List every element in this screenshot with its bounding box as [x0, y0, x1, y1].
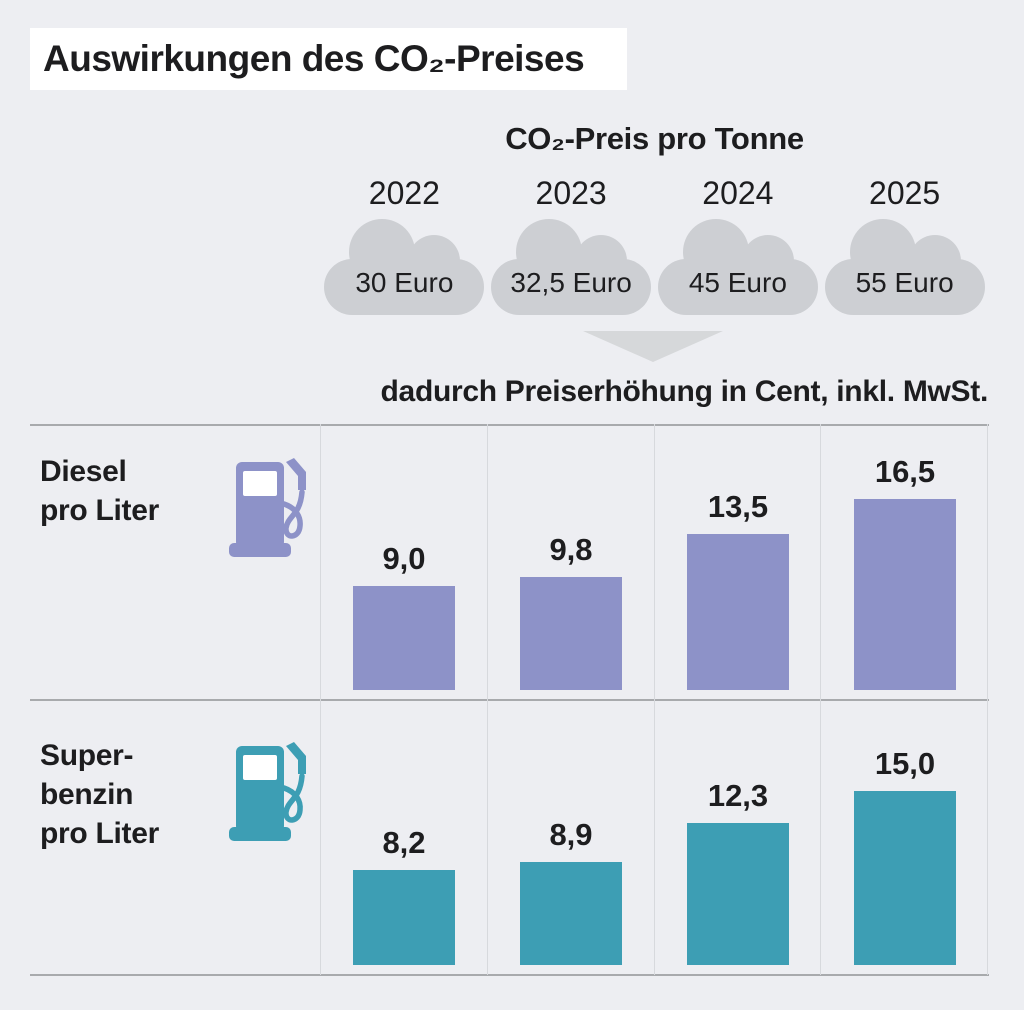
table-line-top: [30, 424, 989, 426]
title-band: Auswirkungen des CO₂-Preises: [30, 28, 627, 90]
bar: [353, 586, 455, 690]
bar-value-label: 16,5: [874, 454, 936, 489]
co2-price-cloud: 55 Euro: [823, 216, 987, 318]
grid-vline: [987, 424, 988, 975]
co2-price-cloud: 30 Euro: [322, 216, 486, 318]
cloud-price-label: 55 Euro: [855, 267, 954, 298]
superbenzin-bars: 8,2 8,9 12,3 15,0: [321, 700, 988, 965]
grid-vline: [320, 424, 321, 975]
bar: [854, 791, 956, 965]
row-label-line: pro Liter: [40, 817, 159, 850]
fuel-pump-icon: [229, 458, 306, 557]
page-title: Auswirkungen des CO₂-Preises: [43, 38, 585, 79]
bar-value-label: 8,9: [549, 817, 593, 852]
cloud-price-label: 32,5 Euro: [510, 267, 632, 298]
row-label-superbenzin: Super-benzin pro Liter: [40, 736, 159, 853]
row-label-line: benzin: [40, 778, 134, 811]
co2-price-cloud: 45 Euro: [656, 216, 820, 318]
table-line-middle: [30, 699, 989, 701]
row-label-line: Super-: [40, 739, 134, 772]
bar: [854, 499, 956, 690]
table-line-bottom: [30, 974, 989, 976]
diesel-bars: 9,0 9,8 13,5 16,5: [321, 425, 988, 690]
down-arrow-icon: [583, 331, 723, 362]
bar-value-label: 12,3: [707, 778, 769, 813]
bar-value-label: 15,0: [874, 746, 936, 781]
years-row: 2022 2023 2024 2025: [0, 172, 1024, 214]
year-label: 2025: [869, 175, 941, 211]
co2-price-cloud: 32,5 Euro: [489, 216, 653, 318]
row-label-line: Diesel: [40, 455, 127, 488]
row-label-diesel: Diesel pro Liter: [40, 452, 159, 530]
grid-vline: [487, 424, 488, 975]
grid-vline: [654, 424, 655, 975]
bar: [353, 870, 455, 965]
cloud-price-label: 45 Euro: [688, 267, 787, 298]
bar-value-label: 9,8: [549, 532, 593, 567]
bar-value-label: 8,2: [382, 825, 426, 860]
chart-subtitle: dadurch Preiserhöhung in Cent, inkl. MwS…: [380, 375, 989, 408]
co2-price-header: CO₂-Preis pro Tonne: [505, 121, 804, 156]
year-label: 2022: [368, 175, 440, 211]
bar: [520, 862, 622, 965]
row-label-line: pro Liter: [40, 494, 159, 527]
clouds-row: 30 Euro 32,5 Euro 45 Euro 55 Euro: [0, 216, 1024, 320]
bar: [520, 577, 622, 690]
fuel-pump-icon: [229, 742, 306, 841]
bar: [687, 823, 789, 965]
bar-value-label: 13,5: [707, 489, 769, 524]
bar-value-label: 9,0: [382, 541, 426, 576]
year-label: 2024: [702, 175, 774, 211]
grid-vline: [820, 424, 821, 975]
year-label: 2023: [535, 175, 607, 211]
bar: [687, 534, 789, 690]
cloud-price-label: 30 Euro: [355, 267, 454, 298]
